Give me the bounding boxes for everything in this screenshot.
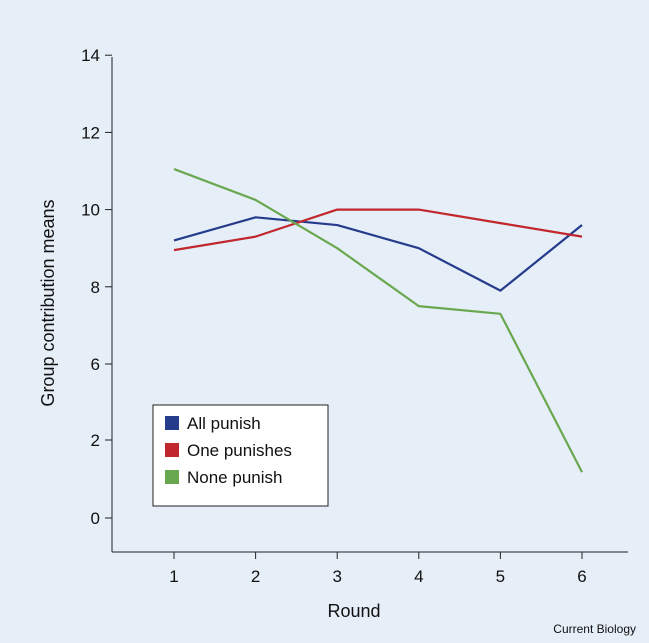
y-axis-ticks: 0 2 6 8 10 12 14 [81,46,112,528]
legend-swatch-3 [165,470,179,484]
legend-box [152,404,329,507]
legend-label-3: None punish [187,468,282,487]
x-axis-title: Round [327,601,380,621]
series-line-2 [173,208,583,252]
x-tick-label: 4 [414,567,423,586]
y-tick-label: 14 [81,46,100,65]
legend-label-2: One punishes [187,441,292,460]
x-axis-ticks: 1 2 3 4 5 6 [169,552,587,586]
y-tick-label: 8 [91,278,100,297]
series-line-3 [173,168,583,473]
y-tick-label: 10 [81,201,100,220]
y-tick-label: 12 [81,123,100,142]
series-line-1 [173,216,583,292]
legend-label-1: All punish [187,414,261,433]
legend: All punish One punishes None punish [152,404,329,507]
y-tick-label: 6 [91,355,100,374]
x-tick-label: 3 [332,567,341,586]
axes [111,57,628,553]
credit-text: Current Biology [553,622,636,636]
series-lines [173,168,583,473]
x-tick-label: 2 [251,567,260,586]
y-tick-label: 0 [91,509,100,528]
legend-swatch-1 [165,416,179,430]
legend-swatch-2 [165,443,179,457]
x-tick-label: 1 [169,567,178,586]
x-tick-label: 6 [577,567,586,586]
y-axis-title: Group contribution means [38,199,58,406]
x-tick-label: 5 [496,567,505,586]
y-tick-label: 2 [91,431,100,450]
